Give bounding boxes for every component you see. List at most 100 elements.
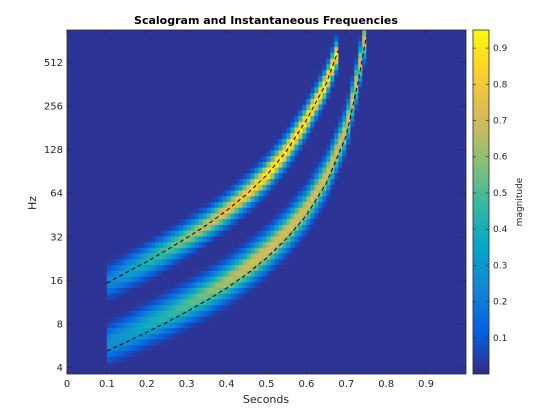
heatmap-cell [178,58,184,65]
heatmap-cell [282,150,288,157]
heatmap-cell [214,270,220,278]
heatmap-cell [154,265,160,272]
heatmap-cell [254,116,260,123]
heatmap-cell [154,253,160,260]
heatmap-cell [314,93,319,100]
heatmap-cell [110,58,116,65]
heatmap-cell [198,351,204,358]
heatmap-cell [78,127,84,134]
heatmap-cell [138,167,144,174]
heatmap-cell [230,30,236,37]
heatmap-cell [106,156,112,163]
heatmap-cell [238,339,244,346]
heatmap-cell [78,70,84,77]
heatmap-cell [310,276,315,283]
heatmap-cell [78,242,84,249]
heatmap-cell [186,64,192,71]
heatmap-cell [86,368,92,374]
heatmap-cell [114,230,120,237]
heatmap-cell [394,47,399,54]
heatmap-cell [114,81,120,88]
heatmap-cell [254,150,260,157]
heatmap-cell [322,276,327,283]
heatmap-cell [298,167,304,174]
heatmap-cell [354,219,359,226]
heatmap-cell [94,184,100,192]
heatmap-cell [250,81,256,88]
heatmap-cell [266,276,272,283]
heatmap-cell [322,190,327,197]
heatmap-cell [290,144,296,151]
heatmap-cell [378,93,383,100]
heatmap-cell [306,104,311,111]
heatmap-cell [314,230,319,237]
heatmap-cell [246,190,252,197]
heatmap-cell [94,282,100,289]
heatmap-cell [206,299,212,306]
heatmap-cell [330,293,335,301]
heatmap-cell [326,52,331,60]
heatmap-cell [394,356,399,364]
heatmap-cell [210,47,216,54]
heatmap-cell [346,253,351,260]
heatmap-cell [206,270,212,278]
heatmap-cell [206,47,212,54]
heatmap-cell [110,333,116,341]
heatmap-cell [350,207,355,215]
heatmap-cell [67,207,72,215]
heatmap-cell [258,242,264,249]
heatmap-cell [206,339,212,346]
heatmap-cell [362,247,367,255]
heatmap-cell [134,133,140,140]
heatmap-cell [318,173,323,180]
heatmap-cell [230,207,236,215]
heatmap-cell [126,259,132,266]
heatmap-cell [102,110,108,117]
heatmap-cell [74,98,80,106]
heatmap-cell [310,87,315,94]
heatmap-cell [202,110,208,117]
heatmap-cell [254,247,260,255]
heatmap-cell [314,328,319,335]
heatmap-cell [310,230,315,237]
heatmap-cell [306,293,311,301]
heatmap-cell [346,58,351,65]
heatmap-cell [362,293,367,301]
heatmap-cell [298,242,304,249]
heatmap-cell [226,35,232,43]
heatmap-cell [354,202,359,209]
heatmap-cell [146,202,152,209]
heatmap-cell [274,236,280,243]
heatmap-cell [118,47,124,54]
heatmap-cell [78,35,84,43]
heatmap-cell [158,259,164,266]
heatmap-cell [338,138,343,146]
heatmap-cell [266,133,272,140]
heatmap-cell [394,161,399,169]
heatmap-cell [362,236,367,243]
heatmap-cell [302,219,307,226]
heatmap-cell [258,310,264,318]
heatmap-cell [142,104,148,111]
heatmap-cell [206,98,212,106]
heatmap-cell [170,87,176,94]
heatmap-cell [82,179,88,186]
heatmap-cell [334,104,339,111]
heatmap-cell [378,161,383,169]
heatmap-cell [386,138,391,146]
heatmap-cell [390,282,395,289]
heatmap-cell [67,299,72,306]
heatmap-cell [334,64,339,71]
heatmap-cell [346,282,351,289]
heatmap-cell [166,224,172,232]
heatmap-cell [74,322,80,329]
heatmap-cell [342,328,347,335]
heatmap-cell [126,190,132,197]
heatmap-cell [130,30,136,37]
heatmap-cell [70,167,76,174]
heatmap-cell [266,310,272,318]
heatmap-cell [182,133,188,140]
heatmap-cell [78,156,84,163]
heatmap-cell [182,339,188,346]
heatmap-cell [278,104,284,111]
